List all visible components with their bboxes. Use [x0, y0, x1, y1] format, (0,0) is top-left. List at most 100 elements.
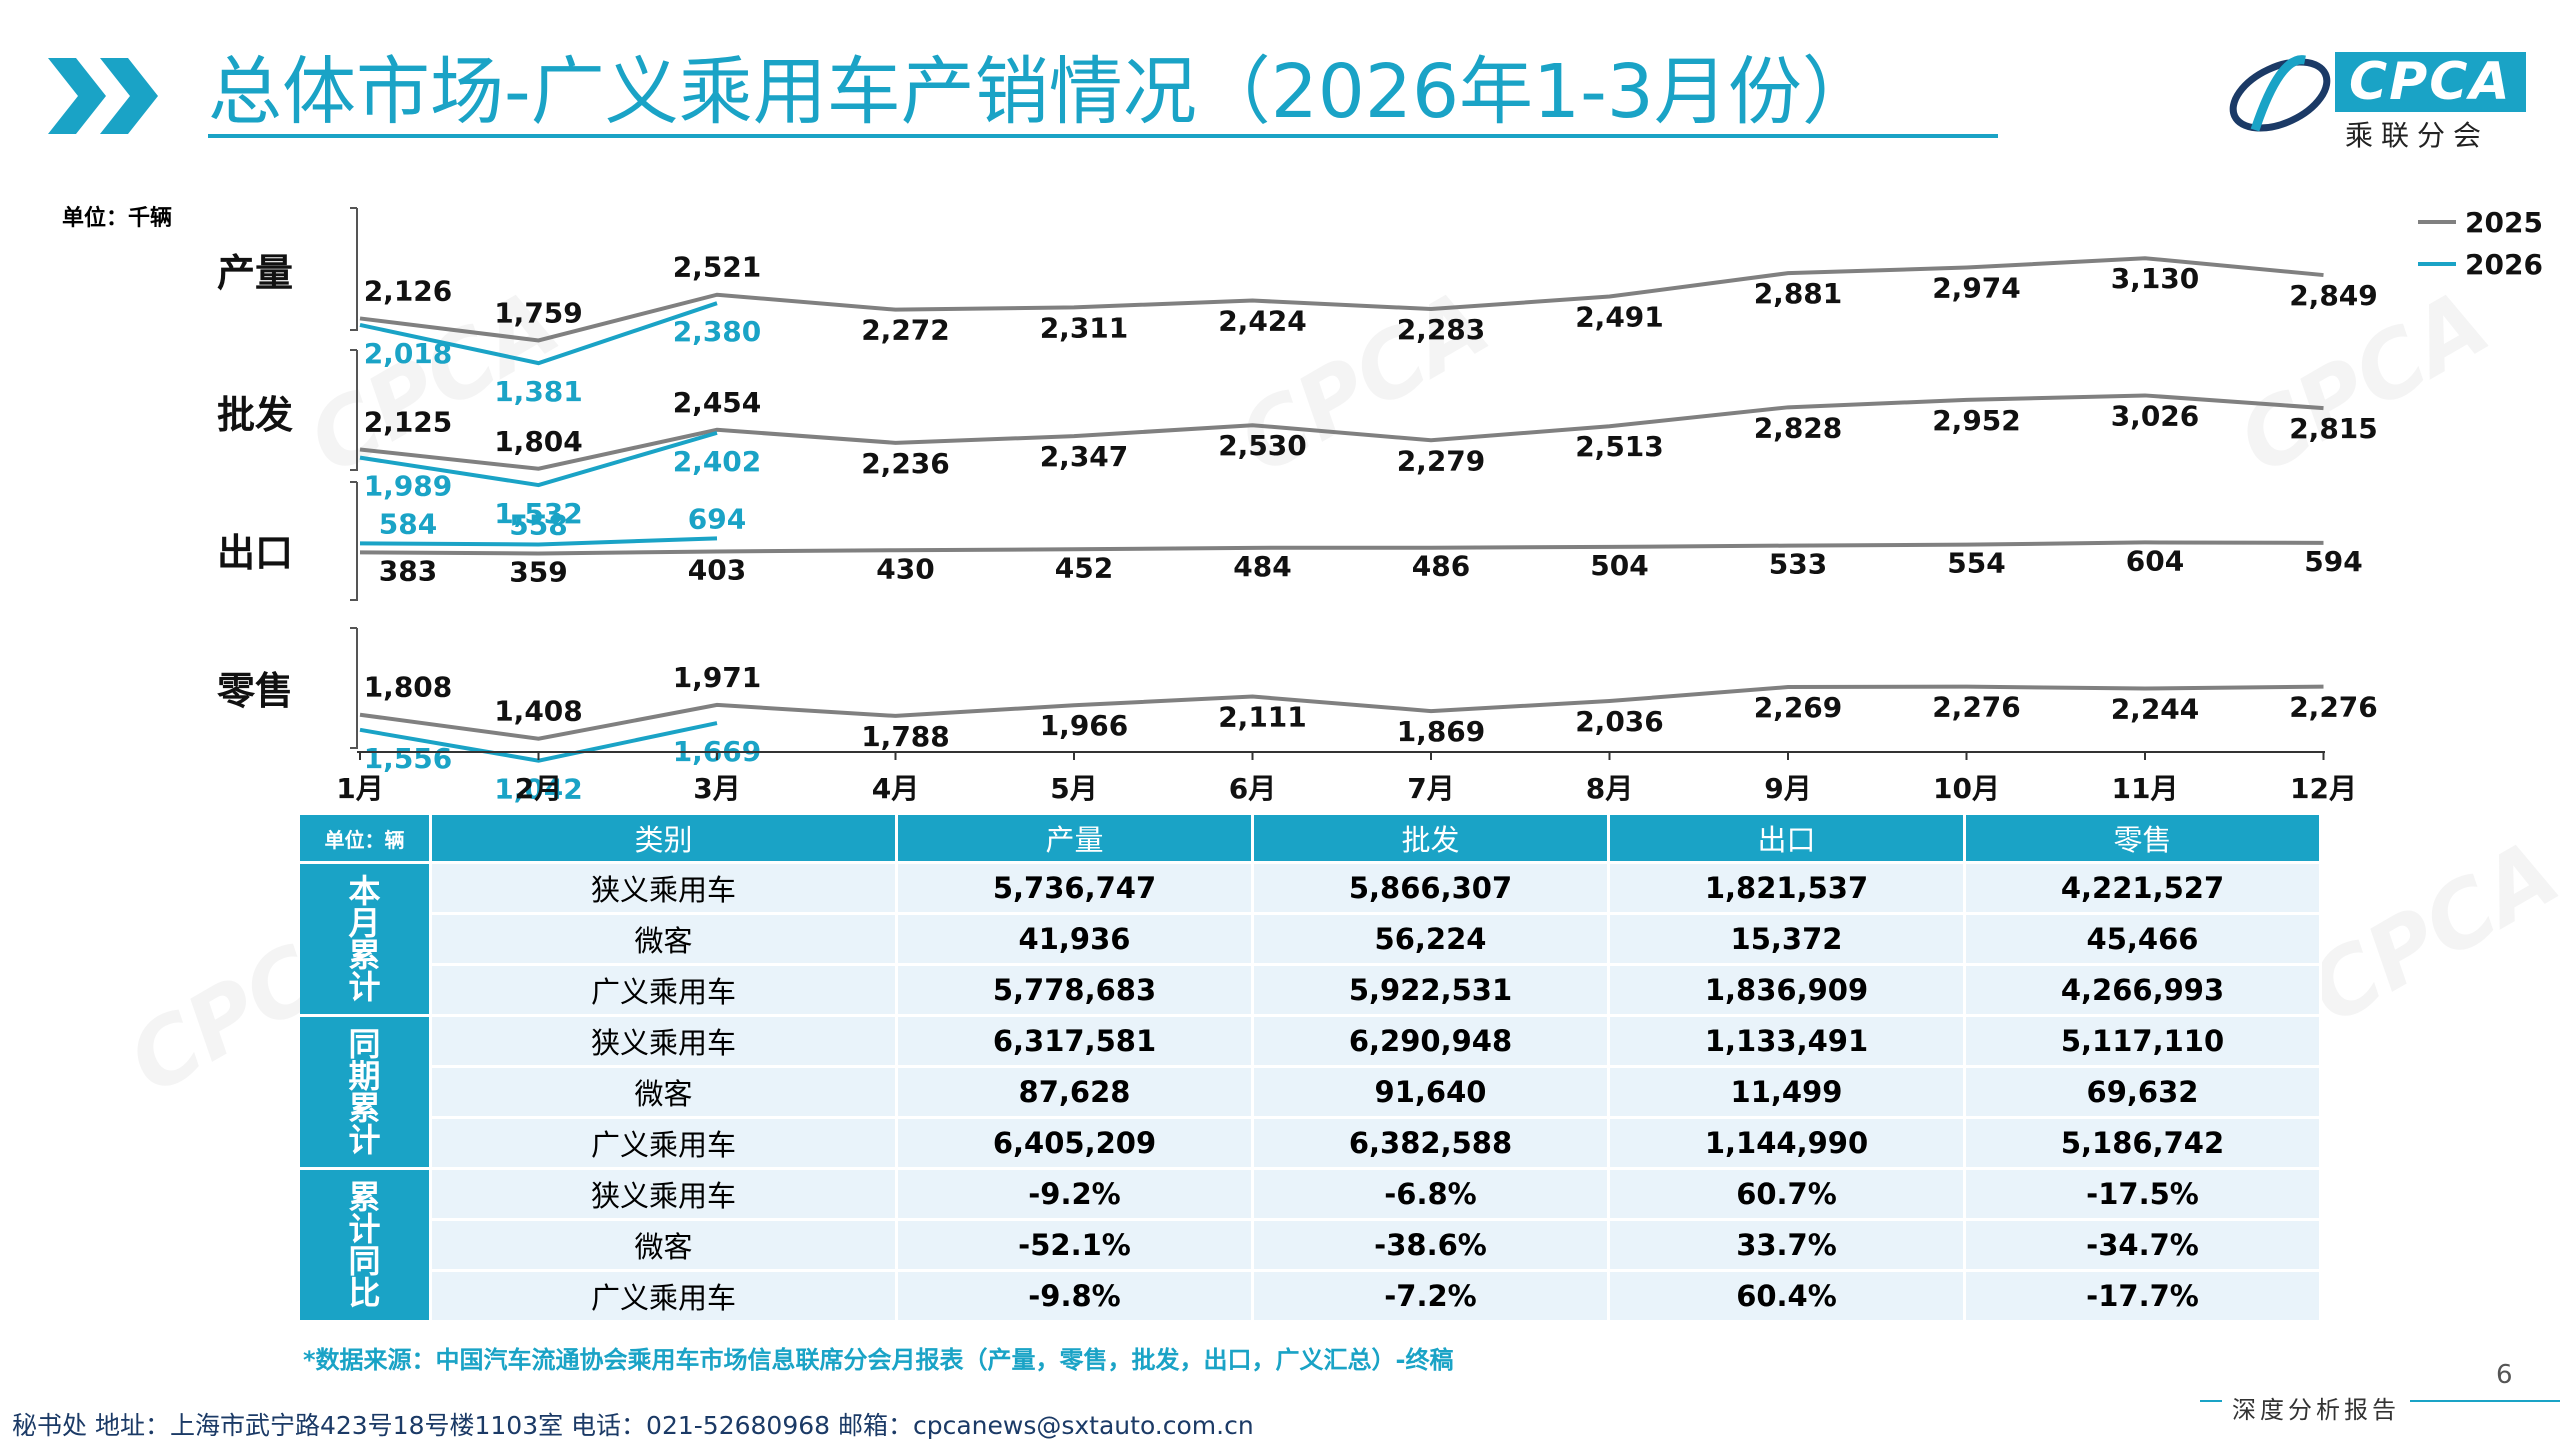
legend-label: 2026 [2465, 248, 2543, 281]
category-cell: 广义乘用车 [432, 966, 898, 1017]
data-label: 1,532 [494, 497, 583, 530]
data-label: 1,759 [494, 296, 583, 329]
data-label: 2,881 [1754, 277, 1843, 310]
data-label: 2,521 [673, 251, 762, 284]
value-cell: 41,936 [898, 915, 1254, 966]
value-cell: 33.7% [1610, 1221, 1966, 1272]
data-label: 2,952 [1932, 404, 2021, 437]
series-line-2025 [359, 256, 2324, 343]
x-tick-label: 1月 [336, 772, 383, 805]
category-cell: 微客 [432, 1068, 898, 1119]
data-label: 1,788 [861, 720, 950, 753]
value-cell: 87,628 [898, 1068, 1254, 1119]
data-label: 2,974 [1932, 272, 2021, 305]
data-label: 694 [688, 502, 746, 535]
table-row: 累 计 同 比狭义乘用车 -9.2% -6.8% 60.7% -17.5% [300, 1170, 2322, 1323]
value-cell: 69,632 [1966, 1068, 2322, 1119]
data-label: 2,402 [673, 445, 762, 478]
value-cell: 6,317,581 [898, 1017, 1254, 1068]
legend-label: 2025 [2465, 206, 2543, 239]
data-label: 1,408 [494, 695, 583, 728]
value-cell: 1,133,491 [1610, 1017, 1966, 1068]
data-label: 1,381 [494, 375, 583, 408]
value-cell: 5,736,747 [898, 864, 1254, 915]
data-label: 1,971 [673, 661, 762, 694]
data-label: 2,828 [1754, 411, 1843, 444]
value-cell: 5,186,742 [1966, 1119, 2322, 1170]
table-row: 微客 41,936 56,224 15,372 45,466 [300, 915, 2322, 966]
category-cell: 微客 [432, 915, 898, 966]
chart-unit: 单位：千辆 [62, 206, 173, 231]
data-label: 2,513 [1575, 430, 1664, 463]
value-cell: 6,290,948 [1254, 1017, 1610, 1068]
table-row: 微客 -52.1% -38.6% 33.7% -34.7% [300, 1221, 2322, 1272]
value-cell: 6,405,209 [898, 1119, 1254, 1170]
x-tick-label: 7月 [1407, 772, 1454, 805]
logo-cpca: CPCA [2335, 52, 2526, 112]
series-line-2026 [359, 721, 718, 763]
table-header-row: 单位：辆 类别 产量 批发 出口 零售 [300, 815, 2322, 864]
value-cell: 5,922,531 [1254, 966, 1610, 1017]
data-label: 2,244 [2111, 693, 2200, 726]
page-title: 总体市场-广义乘用车产销情况（2026年1-3月份） [208, 49, 1876, 135]
header-wholesale: 批发 [1254, 815, 1610, 864]
value-cell: 1,836,909 [1610, 966, 1966, 1017]
data-label: 359 [509, 555, 567, 588]
data-label: 2,236 [861, 447, 950, 480]
data-label: 594 [2304, 545, 2362, 578]
title-underline [208, 134, 1998, 138]
x-tick-label: 4月 [872, 772, 919, 805]
header-production: 产量 [898, 815, 1254, 864]
category-cell: 狭义乘用车 [432, 864, 898, 915]
panel-bracket [350, 627, 358, 749]
data-label: 2,272 [861, 314, 950, 347]
data-label: 2,311 [1040, 311, 1129, 344]
series-line-2026 [359, 536, 718, 547]
data-label: 2,283 [1397, 313, 1486, 346]
table-unit: 单位：辆 [300, 815, 432, 864]
data-label: 504 [1590, 549, 1648, 582]
data-label: 2,347 [1040, 440, 1129, 473]
header-export: 出口 [1610, 815, 1966, 864]
x-tick-label: 10月 [1933, 772, 2000, 805]
value-cell: 60.7% [1610, 1170, 1966, 1221]
category-cell: 微客 [432, 1221, 898, 1272]
category-cell: 广义乘用车 [432, 1272, 898, 1323]
value-cell: 45,466 [1966, 915, 2322, 966]
data-label: 2,018 [364, 337, 453, 370]
series-line-2025 [359, 393, 2324, 471]
data-label: 2,424 [1218, 305, 1307, 338]
table-row: 广义乘用车 -9.8% -7.2% 60.4% -17.7% [300, 1272, 2322, 1323]
value-cell: 5,866,307 [1254, 864, 1610, 915]
footer-contact: 秘书处 地址：上海市武宁路423号18号楼1103室 电话：021-526809… [12, 1411, 1254, 1440]
data-label: 558 [509, 508, 567, 541]
data-label: 2,276 [2289, 691, 2378, 724]
category-cell: 狭义乘用车 [432, 1017, 898, 1068]
x-tick-label: 9月 [1764, 772, 1811, 805]
value-cell: 56,224 [1254, 915, 1610, 966]
value-cell: -9.2% [898, 1170, 1254, 1221]
value-cell: 4,221,527 [1966, 864, 2322, 915]
value-cell: -9.8% [898, 1272, 1254, 1323]
data-label: 2,126 [364, 274, 453, 307]
category-cell: 广义乘用车 [432, 1119, 898, 1170]
data-label: 2,815 [2289, 412, 2378, 445]
summary-table: 单位：辆 类别 产量 批发 出口 零售 本 月 累 计狭义乘用车 5,736,74… [300, 815, 2322, 1323]
data-label: 604 [2126, 544, 2184, 577]
value-cell: 4,266,993 [1966, 966, 2322, 1017]
logo-subtitle: 乘联分会 [2345, 119, 2490, 152]
data-label: 1,556 [364, 742, 453, 775]
value-cell: 91,640 [1254, 1068, 1610, 1119]
data-label: 2,491 [1575, 301, 1664, 334]
value-cell: 6,382,588 [1254, 1119, 1610, 1170]
value-cell: -7.2% [1254, 1272, 1610, 1323]
data-label: 533 [1769, 548, 1827, 581]
panel-bracket [350, 207, 358, 331]
data-label: 383 [379, 554, 437, 587]
data-label: 430 [876, 552, 934, 585]
table-row: 微客 87,628 91,640 11,499 69,632 [300, 1068, 2322, 1119]
series-line-2026 [359, 430, 718, 488]
value-cell: 5,117,110 [1966, 1017, 2322, 1068]
x-tick-label: 8月 [1586, 772, 1633, 805]
x-tick-label: 12月 [2290, 772, 2357, 805]
